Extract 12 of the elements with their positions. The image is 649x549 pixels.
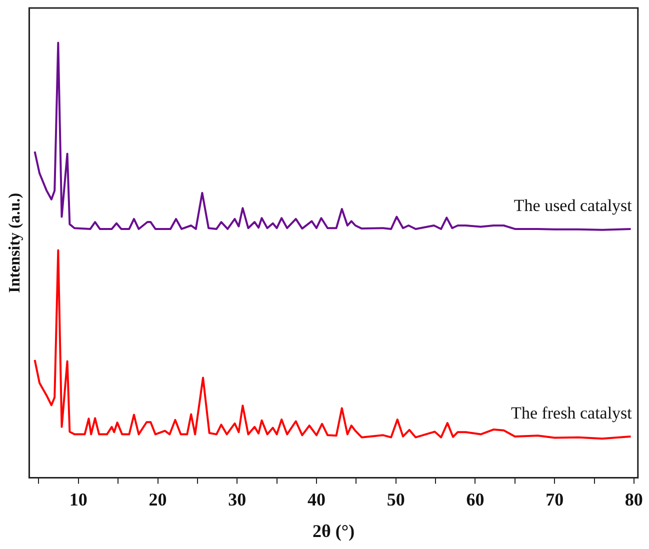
x-tick-label: 40 (307, 489, 326, 510)
x-tick-label: 60 (466, 489, 484, 510)
x-tick-label: 20 (148, 489, 167, 510)
x-tick-label: 70 (546, 489, 564, 510)
y-axis-title: Intensity (a.u.) (6, 192, 24, 293)
x-tick-label: 10 (69, 489, 88, 510)
x-axis-title: 2θ (°) (312, 520, 355, 541)
x-tick-label: 50 (386, 489, 405, 510)
series-label: The used catalyst (514, 196, 632, 215)
x-tick-label: 30 (228, 489, 246, 510)
x-tick-label: 80 (624, 489, 643, 510)
series-label: The fresh catalyst (511, 403, 632, 422)
